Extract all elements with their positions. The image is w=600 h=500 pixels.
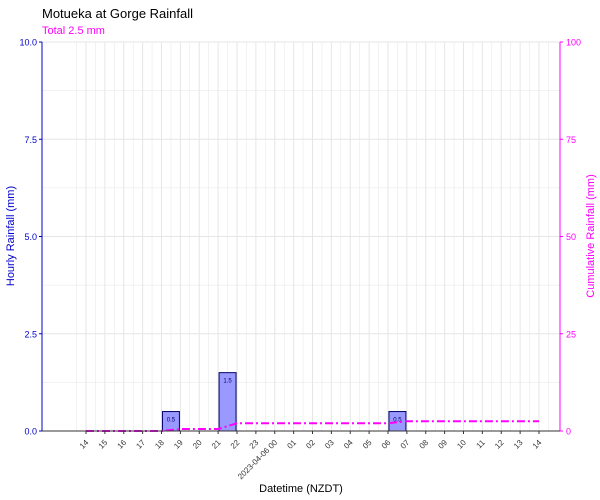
axis-layer: 0.0 2.5 5.0 7.5 10.0 0 25 50 75 100 14 15 16 17 18 19 20… (19, 38, 581, 482)
y2-tick-label: 25 (566, 329, 576, 339)
y2-tick-label: 50 (566, 232, 576, 242)
y-tick-label: 2.5 (24, 329, 37, 339)
x-tick-label: 13 (512, 438, 525, 451)
chart-title: Motueka at Gorge Rainfall (42, 6, 194, 21)
chart-subtitle: Total 2.5 mm (42, 25, 105, 37)
x-tick-label: 03 (323, 438, 336, 451)
y-tick-label: 5.0 (24, 232, 37, 242)
x-tick-label: 11 (475, 438, 488, 451)
grid-layer (42, 41, 560, 432)
x-tick-label: 16 (116, 438, 129, 451)
y-tick-label: 0.0 (24, 427, 37, 437)
x-tick-label: 08 (418, 438, 431, 451)
x-tick-label: 01 (285, 438, 298, 451)
x-tick-label: 14 (78, 438, 91, 451)
x-tick-label: 09 (436, 438, 449, 451)
bar-value-label: 0.5 (393, 418, 402, 424)
bar-layer: 0.5 1.5 0.5 (161, 372, 407, 432)
y2-axis-label: Cumulative Rainfall (mm) (585, 174, 597, 297)
x-tick-label: 17 (134, 438, 147, 451)
x-tick-label: 22 (229, 438, 242, 451)
x-tick-label: 21 (210, 438, 223, 451)
x-tick-label: 05 (361, 438, 374, 451)
x-tick-label: 07 (399, 438, 412, 451)
y-axis-label: Hourly Rainfall (mm) (5, 186, 17, 286)
y-tick-label: 10.0 (19, 38, 37, 48)
x-tick-label: 04 (342, 438, 355, 451)
y2-tick-label: 75 (566, 135, 576, 145)
bar-value-label: 0.5 (167, 418, 176, 424)
y2-tick-label: 100 (566, 38, 581, 48)
x-tick-label: 20 (191, 438, 204, 451)
y2-tick-label: 0 (566, 427, 571, 437)
x-tick-label: 19 (172, 438, 185, 451)
x-tick-label: 12 (493, 438, 506, 451)
y-tick-label: 7.5 (24, 135, 37, 145)
x-tick-label: 14 (531, 438, 544, 451)
bar-value-label: 1.5 (223, 379, 232, 385)
x-tick-label: 15 (97, 438, 110, 451)
x-tick-label: 06 (380, 438, 393, 451)
x-tick-label: 18 (153, 438, 166, 451)
x-tick-label: 10 (455, 438, 468, 451)
x-tick-label: 23 (248, 438, 261, 451)
x-tick-label: 02 (304, 438, 317, 451)
x-axis-label: Datetime (NZDT) (259, 483, 343, 495)
